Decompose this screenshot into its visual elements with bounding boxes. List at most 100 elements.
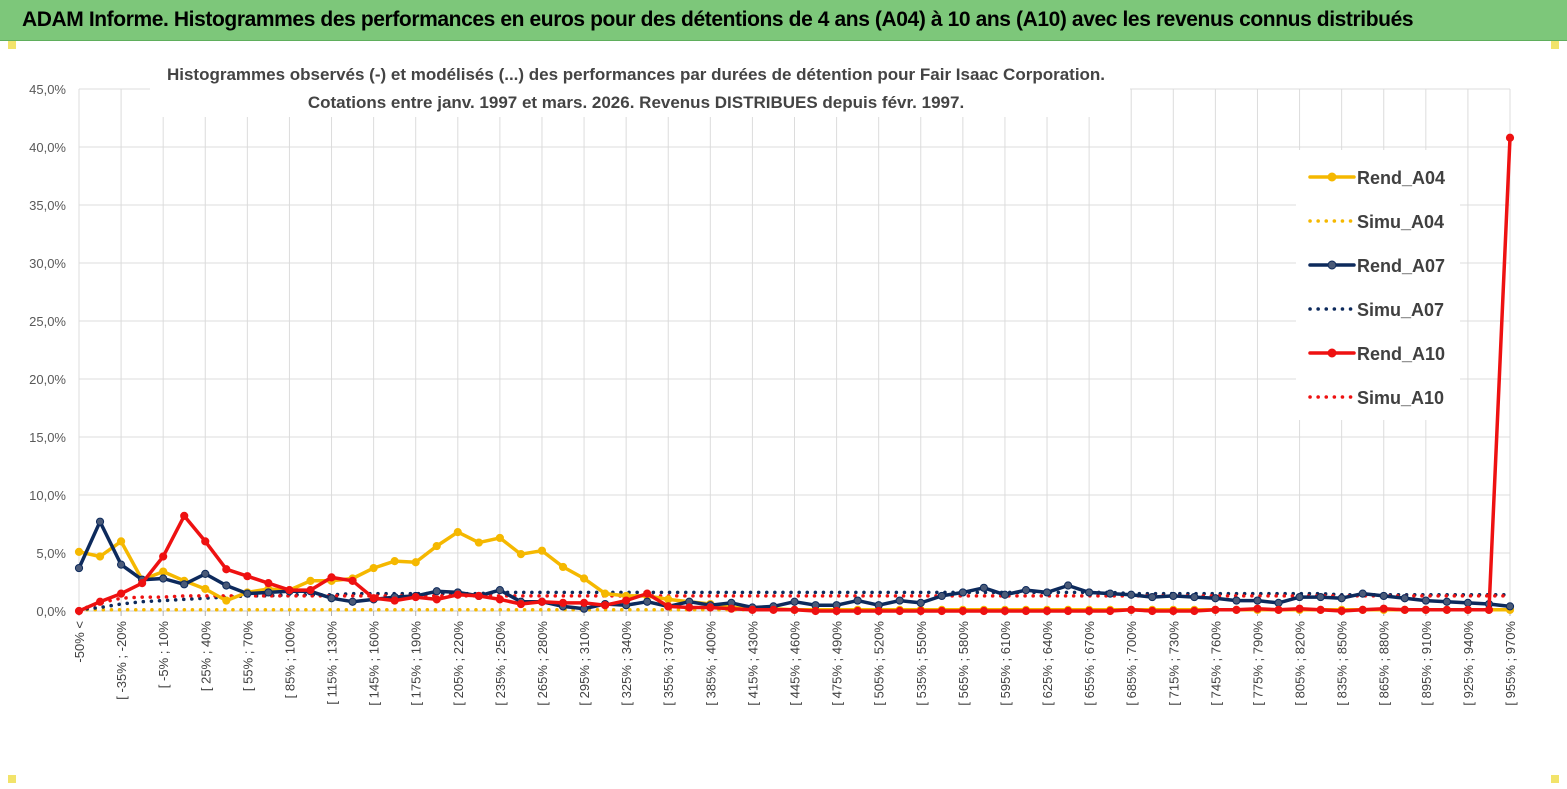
x-tick-label: [ 445% ; 460% xyxy=(788,621,803,706)
data-point-rend_a04 xyxy=(222,596,231,605)
chart-subtitle: Cotations entre janv. 1997 et mars. 2026… xyxy=(308,93,964,112)
data-point-rend_a10 xyxy=(790,605,799,614)
legend-label-rend_a04: Rend_A04 xyxy=(1357,168,1445,188)
data-point-rend_a04 xyxy=(558,562,568,572)
data-point-rend_a10 xyxy=(664,602,673,611)
data-point-rend_a07 xyxy=(243,589,252,598)
data-point-rend_a07 xyxy=(937,591,946,601)
data-point-rend_a07 xyxy=(1316,592,1325,602)
data-point-rend_a04 xyxy=(201,584,210,594)
data-point-rend_a10 xyxy=(1253,604,1262,613)
chart-titles: Histogrammes observés (-) et modélisés (… xyxy=(150,57,1130,117)
data-point-rend_a07 xyxy=(159,574,168,583)
data-point-rend_a07 xyxy=(1295,592,1304,602)
x-tick-label: [ 115% ; 130% xyxy=(325,621,340,705)
data-point-rend_a10 xyxy=(222,565,231,574)
data-point-rend_a10 xyxy=(1190,606,1199,616)
data-point-rend_a04 xyxy=(495,533,504,543)
data-point-rend_a07 xyxy=(1358,589,1367,598)
x-tick-label: [ -35% ; -20% xyxy=(114,621,129,700)
y-tick-label: 40,0% xyxy=(29,140,66,155)
series-lines xyxy=(74,133,1515,616)
data-point-rend_a07 xyxy=(327,594,336,603)
x-tick-label: [ 385% ; 400% xyxy=(703,621,718,706)
data-point-rend_a10 xyxy=(622,596,631,605)
data-point-rend_a10 xyxy=(579,598,589,607)
data-point-rend_a07 xyxy=(979,583,988,592)
data-point-rend_a10 xyxy=(201,537,210,546)
data-point-rend_a10 xyxy=(264,579,273,588)
x-tick-label: [ 205% ; 220% xyxy=(451,621,466,706)
y-tick-label: 10,0% xyxy=(29,488,66,503)
gridlines xyxy=(78,88,1511,616)
data-point-rend_a10 xyxy=(1442,605,1451,614)
data-point-rend_a10 xyxy=(285,586,294,595)
data-point-rend_a07 xyxy=(790,597,799,606)
data-point-rend_a10 xyxy=(811,606,820,616)
data-point-rend_a10 xyxy=(958,606,967,616)
x-tick-label: [ 535% ; 550% xyxy=(914,621,929,706)
x-tick-label: [ 145% ; 160% xyxy=(367,621,382,706)
data-point-rend_a04 xyxy=(432,541,441,551)
data-point-rend_a10 xyxy=(348,576,357,585)
data-point-rend_a10 xyxy=(411,592,420,602)
data-point-rend_a04 xyxy=(664,595,673,604)
data-point-rend_a10 xyxy=(1358,605,1367,614)
data-point-rend_a10 xyxy=(979,606,988,616)
data-point-rend_a04 xyxy=(474,538,483,547)
frame-corner-bottom-left xyxy=(8,775,16,783)
data-point-rend_a10 xyxy=(853,606,862,616)
data-point-rend_a10 xyxy=(138,579,147,588)
data-point-rend_a04 xyxy=(95,552,105,561)
legend-background xyxy=(1296,150,1460,420)
legend-label-rend_a10: Rend_A10 xyxy=(1357,344,1445,364)
y-tick-label: 30,0% xyxy=(29,256,66,271)
x-tick-label: [ 265% ; 280% xyxy=(535,621,550,706)
frame-corner-top-right xyxy=(1551,41,1559,49)
legend-label-simu_a07: Simu_A07 xyxy=(1357,300,1444,320)
data-point-rend_a07 xyxy=(1021,586,1031,595)
data-point-rend_a10 xyxy=(1085,606,1094,616)
data-point-rend_a04 xyxy=(306,576,315,585)
data-point-rend_a10 xyxy=(937,606,946,616)
data-point-rend_a07 xyxy=(916,598,925,607)
data-point-rend_a07 xyxy=(1505,602,1515,611)
y-tick-label: 45,0% xyxy=(29,82,66,97)
data-point-rend_a07 xyxy=(1442,597,1451,606)
x-tick-label: [ 625% ; 640% xyxy=(1040,621,1055,706)
y-tick-label: 5,0% xyxy=(36,546,66,561)
data-point-rend_a04 xyxy=(159,567,168,576)
data-point-rend_a10 xyxy=(1274,605,1283,614)
x-tick-label: [ 415% ; 430% xyxy=(745,621,760,706)
data-point-rend_a04 xyxy=(516,550,526,559)
data-point-rend_a10 xyxy=(1211,605,1220,614)
x-tick-label: [ 865% ; 880% xyxy=(1377,621,1392,706)
data-point-rend_a10 xyxy=(369,594,378,603)
data-point-rend_a04 xyxy=(601,589,610,598)
legend: Rend_A04 Simu_A04 Rend_A07 Simu_A07 Rend_A10… xyxy=(1296,150,1460,420)
data-point-rend_a07 xyxy=(1274,598,1283,607)
report-banner: ADAM Informe. Histogrammes des performan… xyxy=(0,0,1567,41)
x-tick-label: [ 175% ; 190% xyxy=(409,621,424,706)
data-point-rend_a10 xyxy=(1316,605,1325,614)
data-point-rend_a07 xyxy=(432,587,441,596)
data-point-rend_a10 xyxy=(643,589,652,598)
data-point-rend_a10 xyxy=(769,605,778,614)
data-point-rend_a10 xyxy=(95,597,105,606)
x-tick-label: [ 565% ; 580% xyxy=(956,621,971,706)
data-point-rend_a10 xyxy=(1063,606,1073,616)
data-point-rend_a10 xyxy=(495,595,504,604)
x-tick-label: [ 475% ; 490% xyxy=(830,621,845,706)
data-point-rend_a04 xyxy=(579,574,589,583)
data-point-rend_a10 xyxy=(727,604,736,613)
y-tick-label: 0,0% xyxy=(36,604,66,619)
y-tick-label: 25,0% xyxy=(29,314,66,329)
data-point-rend_a10 xyxy=(390,596,399,605)
data-point-rend_a07 xyxy=(1253,596,1262,605)
data-point-rend_a10 xyxy=(1400,605,1409,614)
data-point-rend_a10 xyxy=(1421,605,1430,614)
legend-marker xyxy=(1327,172,1337,182)
data-point-rend_a10 xyxy=(453,590,462,599)
data-point-rend_a10 xyxy=(180,511,189,520)
